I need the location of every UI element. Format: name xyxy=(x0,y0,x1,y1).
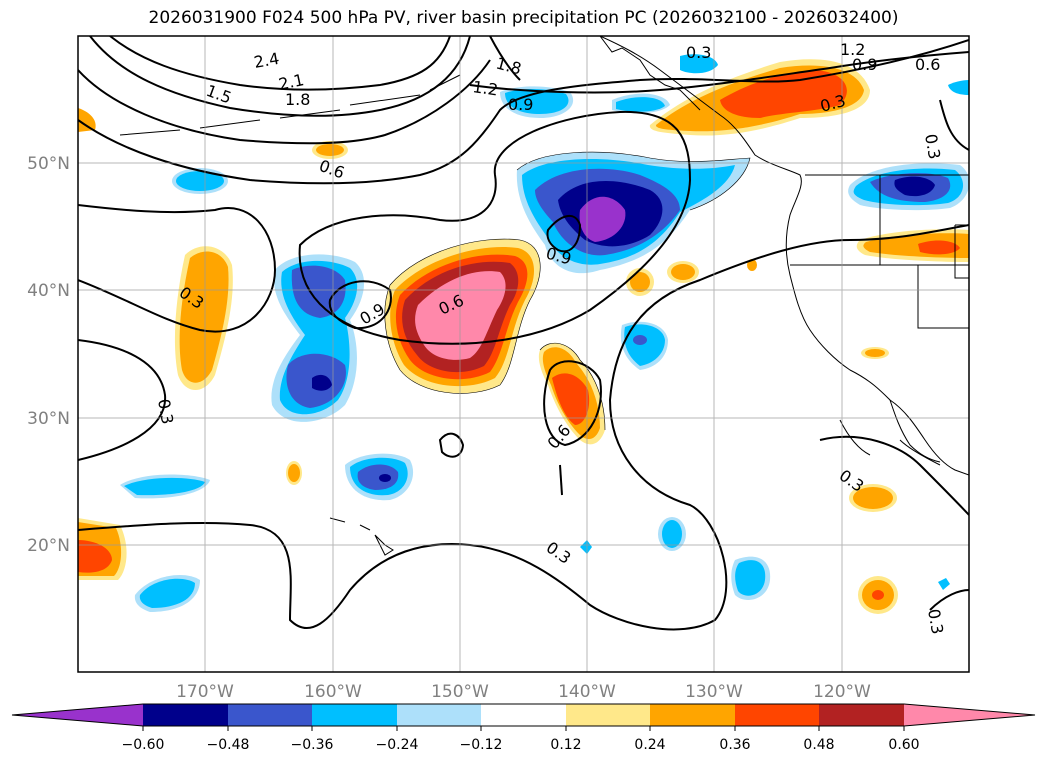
pv-contour xyxy=(559,464,563,496)
contour-label: 0.3 xyxy=(686,43,711,62)
lat-label: 50°N xyxy=(27,154,70,174)
colorbar-segment xyxy=(481,704,566,726)
colorbar: −0.60 −0.48 −0.36 −0.24 −0.12 0.12 0.24 … xyxy=(11,703,1036,753)
colorbar-tick: 0.60 xyxy=(888,737,919,753)
contour-label: 0.9 xyxy=(852,55,877,74)
lon-label: 160°W xyxy=(304,682,362,702)
contour-label: 1.2 xyxy=(471,77,499,99)
pv-contour xyxy=(546,215,582,253)
lat-label: 30°N xyxy=(27,409,70,429)
colorbar-extend-low xyxy=(12,704,143,726)
colorbar-tick: −0.60 xyxy=(122,737,165,753)
colorbar-tick: 0.12 xyxy=(550,737,581,753)
pv-contour xyxy=(939,99,969,151)
pv-contour xyxy=(78,339,167,461)
contour-label: 2.1 xyxy=(277,70,306,94)
latitude-labels: 50°N 40°N 30°N 20°N xyxy=(27,154,70,556)
pv-contour xyxy=(78,224,969,631)
colorbar-segment xyxy=(650,704,735,726)
pv-contour xyxy=(298,110,692,345)
map-background xyxy=(78,36,969,672)
contour-label: 1.8 xyxy=(285,90,310,109)
colorbar-segment xyxy=(228,704,312,726)
lon-label: 150°W xyxy=(431,682,489,702)
shading-layer xyxy=(78,54,969,614)
map-title: 2026031900 F024 500 hPa PV, river basin … xyxy=(148,8,899,28)
pv-contour xyxy=(78,59,491,145)
pv-contour xyxy=(543,360,602,447)
pv-contour xyxy=(78,204,277,333)
colorbar-tick: −0.48 xyxy=(207,737,250,753)
colorbar-segment xyxy=(566,704,650,726)
colorbar-tick: 0.24 xyxy=(634,737,665,753)
longitude-labels: 170°W 160°W 150°W 140°W 130°W 120°W xyxy=(176,682,871,702)
colorbar-tick: −0.24 xyxy=(376,737,419,753)
lon-label: 140°W xyxy=(558,682,616,702)
lon-label: 130°W xyxy=(685,682,743,702)
colorbar-tick: 0.48 xyxy=(803,737,834,753)
colorbar-segment xyxy=(397,704,481,726)
colorbar-tick: −0.12 xyxy=(460,737,503,753)
contour-label: 0.9 xyxy=(508,95,533,114)
pv-contour xyxy=(109,36,451,91)
colorbar-tick: 0.36 xyxy=(719,737,750,753)
colorbar-segment xyxy=(312,704,397,726)
lon-label: 170°W xyxy=(176,682,234,702)
lat-label: 40°N xyxy=(27,281,70,301)
pv-contour xyxy=(489,36,521,81)
pv-contour xyxy=(328,280,392,330)
contour-label: 0.6 xyxy=(915,55,940,74)
contour-label: 0.3 xyxy=(154,397,177,425)
pv-contour xyxy=(469,51,969,94)
colorbar-segment xyxy=(819,704,904,726)
pv-contour xyxy=(819,435,969,516)
pv-contour xyxy=(929,589,969,611)
colorbar-extend-high xyxy=(904,704,1035,726)
pv-contour xyxy=(78,39,969,185)
graticule xyxy=(78,36,969,672)
contour-label: 0.3 xyxy=(921,132,944,160)
contour-label: 0.3 xyxy=(924,607,947,635)
colorbar-segment xyxy=(735,704,819,726)
lat-label: 20°N xyxy=(27,536,70,556)
pv-contour xyxy=(89,36,471,117)
colorbar-tick: −0.36 xyxy=(291,737,334,753)
map-frame xyxy=(77,35,970,673)
pv-contours xyxy=(78,36,969,631)
colorbar-segment xyxy=(143,704,228,726)
lon-label: 120°W xyxy=(813,682,871,702)
contour-label: 1.2 xyxy=(840,40,865,59)
contour-label: 2.4 xyxy=(252,49,280,72)
pv-contour xyxy=(438,432,465,458)
